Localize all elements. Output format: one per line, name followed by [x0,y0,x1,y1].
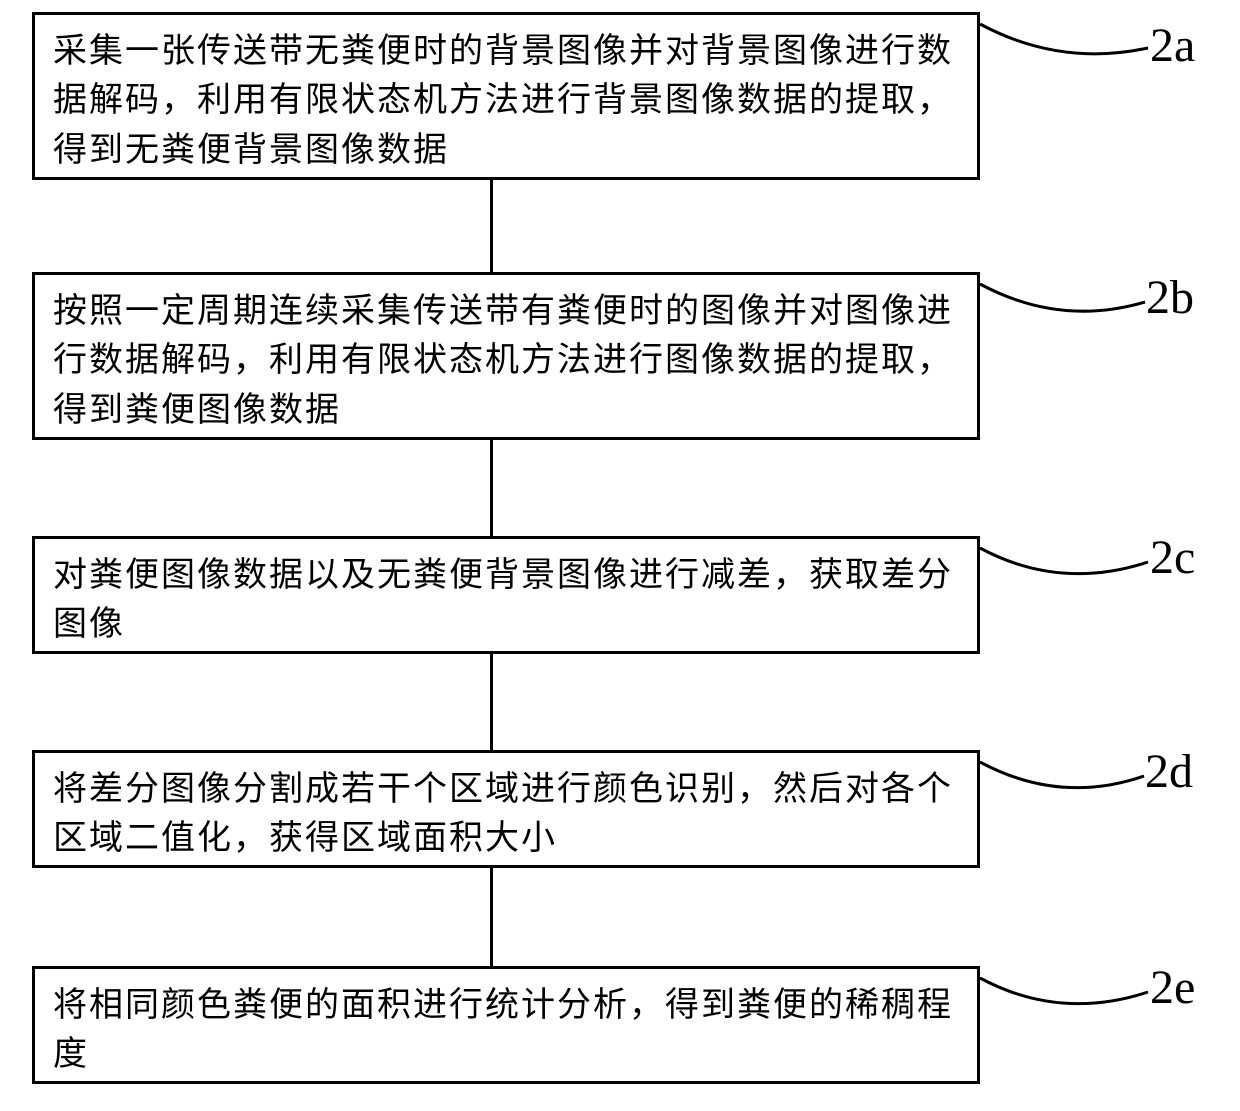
label-connector-2b [980,272,1160,332]
flow-node-2d: 将差分图像分割成若干个区域进行颜色识别，然后对各个区域二值化，获得区域面积大小 [32,750,980,868]
flow-label-2e: 2e [1150,960,1195,1015]
flow-node-2b: 按照一定周期连续采集传送带有粪便时的图像并对图像进行数据解码，利用有限状态机方法… [32,272,980,440]
label-connector-2e [980,966,1160,1026]
flow-label-2d: 2d [1145,744,1193,799]
flow-node-2a-text: 采集一张传送带无粪便时的背景图像并对背景图像进行数据解码，利用有限状态机方法进行… [53,27,959,175]
label-connector-2a [980,12,1160,72]
label-connector-2c [980,536,1160,596]
flow-edge-1 [490,180,493,272]
flow-label-2c: 2c [1150,530,1195,585]
flow-edge-4 [490,868,493,966]
flow-node-2d-text: 将差分图像分割成若干个区域进行颜色识别，然后对各个区域二值化，获得区域面积大小 [53,765,959,864]
flow-label-2a: 2a [1150,18,1195,73]
flow-node-2e: 将相同颜色粪便的面积进行统计分析，得到粪便的稀稠程度 [32,966,980,1084]
flow-label-2b: 2b [1146,270,1194,325]
flow-node-2c-text: 对粪便图像数据以及无粪便背景图像进行减差，获取差分图像 [53,551,959,650]
label-connector-2d [980,750,1160,810]
flowchart-canvas: 采集一张传送带无粪便时的背景图像并对背景图像进行数据解码，利用有限状态机方法进行… [0,0,1240,1111]
flow-edge-3 [490,654,493,750]
flow-node-2c: 对粪便图像数据以及无粪便背景图像进行减差，获取差分图像 [32,536,980,654]
flow-edge-2 [490,440,493,536]
flow-node-2b-text: 按照一定周期连续采集传送带有粪便时的图像并对图像进行数据解码，利用有限状态机方法… [53,287,959,435]
flow-node-2a: 采集一张传送带无粪便时的背景图像并对背景图像进行数据解码，利用有限状态机方法进行… [32,12,980,180]
flow-node-2e-text: 将相同颜色粪便的面积进行统计分析，得到粪便的稀稠程度 [53,981,959,1080]
